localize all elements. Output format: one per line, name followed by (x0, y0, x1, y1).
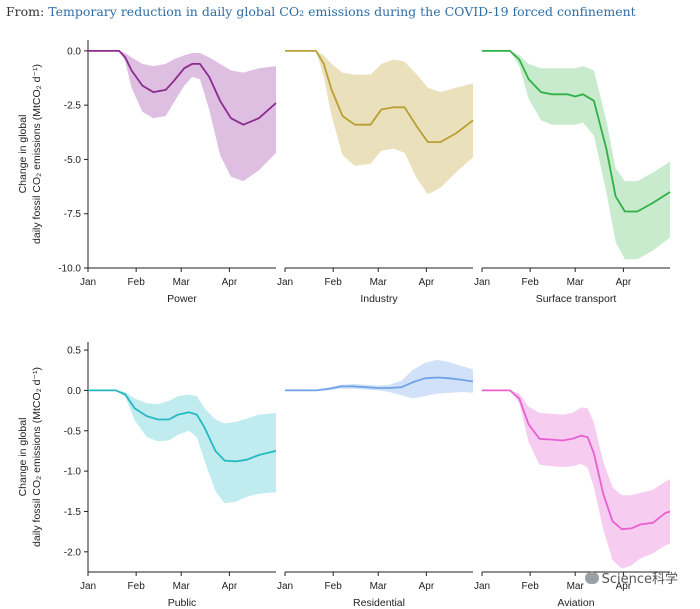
surface-transport-mean-line (482, 50, 671, 213)
aviation-xtick-label: Apr (616, 581, 632, 592)
source-article-link[interactable]: Temporary reduction in daily global CO₂ … (48, 4, 636, 19)
residential-xtick-label: Mar (370, 581, 388, 592)
from-label: From: (6, 4, 45, 19)
power-ytick-label: -5.0 (64, 155, 82, 166)
power-ylabel-line1: Change in global (17, 115, 29, 194)
public-ylabel-line1: Change in global (17, 418, 29, 497)
wechat-icon (584, 571, 599, 584)
surface-transport-uncertainty-band (482, 50, 670, 260)
public-xtick-label: Feb (128, 581, 146, 592)
aviation-uncertainty-band (482, 390, 670, 569)
public-ytick-label: 0.5 (67, 346, 81, 357)
power-ytick-label: -7.5 (64, 209, 82, 220)
power-xtick-label: Apr (222, 277, 238, 288)
aviation-xtick-label: Feb (522, 581, 540, 592)
industry-mean-line (285, 50, 474, 143)
watermark: Science科学 (584, 568, 678, 587)
public-ylabel-line2: daily fossil CO₂ emissions (MtCO₂ d⁻¹) (31, 367, 43, 547)
surface-transport-xtick-label: Apr (616, 277, 632, 288)
surface-transport-xtick-label: Feb (522, 277, 540, 288)
aviation-xtick-label: Mar (567, 581, 585, 592)
surface-transport-xtick-label: Jan (474, 277, 490, 288)
public-ytick-label: -2.0 (64, 547, 82, 558)
public-xtick-label: Jan (80, 581, 96, 592)
residential-uncertainty-band (285, 359, 473, 399)
industry-xtick-label: Apr (419, 277, 435, 288)
power-ytick-label: 0.0 (67, 46, 81, 57)
public-xtick-label: Apr (222, 581, 238, 592)
public-ytick-label: -0.5 (64, 426, 82, 437)
power-mean-line (88, 50, 277, 126)
industry-panel-label: Industry (360, 293, 398, 305)
power-panel-label: Power (167, 293, 197, 305)
residential-xtick-label: Jan (277, 581, 293, 592)
public-mean-line (88, 389, 277, 463)
power-uncertainty-band (88, 50, 276, 182)
public-y-axis-title: Change in global daily fossil CO₂ emissio… (17, 367, 43, 547)
public-ytick-label: 0.0 (67, 386, 81, 397)
public-xtick-label: Mar (173, 581, 191, 592)
industry-uncertainty-band (285, 50, 473, 195)
public-ytick-label: -1.0 (64, 467, 82, 478)
residential-xtick-label: Feb (325, 581, 343, 592)
aviation-panel-label: Aviation (557, 597, 594, 609)
residential-panel-label: Residential (353, 597, 405, 609)
industry-xtick-label: Mar (370, 277, 388, 288)
power-ylabel-line2: daily fossil CO₂ emissions (MtCO₂ d⁻¹) (31, 64, 43, 244)
power-xtick-label: Feb (128, 277, 146, 288)
public-uncertainty-band (88, 390, 276, 504)
aviation-mean-line (482, 389, 671, 531)
power-y-axis-title: Change in global daily fossil CO₂ emissio… (17, 64, 43, 244)
public-panel-label: Public (168, 597, 197, 609)
public-ytick-label: -1.5 (64, 507, 82, 518)
power-xtick-label: Jan (80, 277, 96, 288)
residential-xtick-label: Apr (419, 581, 435, 592)
surface-transport-panel-label: Surface transport (536, 293, 617, 305)
watermark-text: Science科学 (601, 572, 678, 587)
industry-xtick-label: Feb (325, 277, 343, 288)
industry-xtick-label: Jan (277, 277, 293, 288)
power-ytick-label: -2.5 (64, 101, 82, 112)
power-xtick-label: Mar (173, 277, 191, 288)
aviation-xtick-label: Jan (474, 581, 490, 592)
surface-transport-xtick-label: Mar (567, 277, 585, 288)
power-ytick-label: -10.0 (58, 264, 81, 275)
residential-mean-line (285, 376, 474, 392)
figure-source-line: From: Temporary reduction in daily globa… (6, 4, 636, 19)
